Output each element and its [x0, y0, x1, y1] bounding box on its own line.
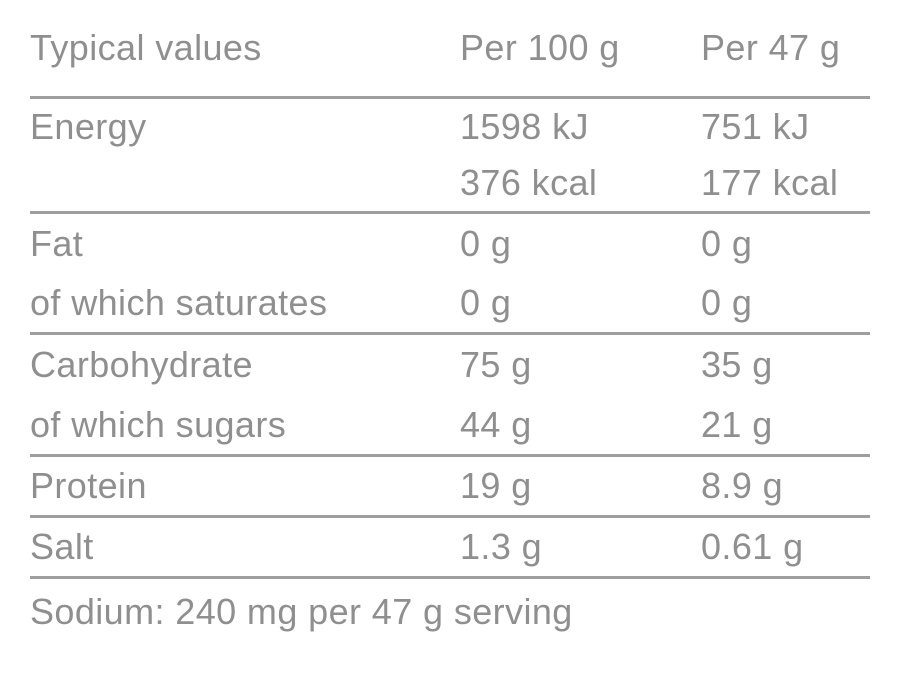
sodium-footnote-text: Sodium: 240 mg per 47 g serving: [30, 591, 573, 632]
row-label: Salt: [30, 526, 94, 567]
nutrition-table: Typical values Per 100 g Per 47 g Energy…: [30, 0, 870, 645]
row-label: Protein: [30, 465, 147, 506]
per-47g-value: 8.9 g: [701, 465, 784, 506]
column-header-per-100g: Per 100 g: [460, 27, 620, 68]
row-label: Energy: [30, 106, 147, 147]
row-label: of which sugars: [30, 403, 287, 445]
table-row-fat: Fat 0 g 0 g: [30, 214, 870, 274]
table-row-protein: Protein 19 g 8.9 g: [30, 457, 870, 518]
per-47g-value: 0 g: [701, 282, 753, 323]
column-header-typical-values: Typical values: [30, 27, 262, 68]
energy-kj-per-47g: 751 kJ: [701, 106, 810, 147]
table-row-energy: Energy 1598 kJ 376 kcal 751 kJ 177 kcal: [30, 99, 870, 214]
per-100g-value: 0 g: [460, 223, 512, 264]
per-100g-value: 0 g: [460, 282, 512, 323]
per-100g-value: 1.3 g: [460, 526, 543, 567]
per-100g-value-group: 1598 kJ 376 kcal: [460, 99, 701, 211]
table-row-carbohydrate: Carbohydrate 75 g 35 g: [30, 335, 870, 395]
energy-kj-per-100g: 1598 kJ: [460, 106, 589, 147]
per-47g-value: 0.61 g: [701, 526, 804, 567]
per-100g-value: 44 g: [460, 403, 532, 445]
per-100g-value: 75 g: [460, 344, 532, 385]
per-100g-value: 19 g: [460, 465, 532, 506]
table-row-sugars: of which sugars 44 g 21 g: [30, 395, 870, 457]
row-label: Carbohydrate: [30, 344, 253, 385]
energy-kcal-per-47g: 177 kcal: [701, 162, 839, 203]
table-row-saturates: of which saturates 0 g 0 g: [30, 274, 870, 335]
per-47g-value-group: 751 kJ 177 kcal: [701, 99, 870, 211]
per-47g-value: 21 g: [701, 403, 773, 445]
energy-kcal-per-100g: 376 kcal: [460, 162, 598, 203]
table-row-salt: Salt 1.3 g 0.61 g: [30, 518, 870, 579]
table-header-row: Typical values Per 100 g Per 47 g: [30, 0, 870, 99]
column-header-per-47g: Per 47 g: [701, 27, 841, 68]
row-label: of which saturates: [30, 282, 328, 323]
per-47g-value: 0 g: [701, 223, 753, 264]
per-47g-value: 35 g: [701, 344, 773, 385]
row-label: Fat: [30, 223, 84, 264]
table-row-sodium-footnote: Sodium: 240 mg per 47 g serving: [30, 579, 870, 645]
